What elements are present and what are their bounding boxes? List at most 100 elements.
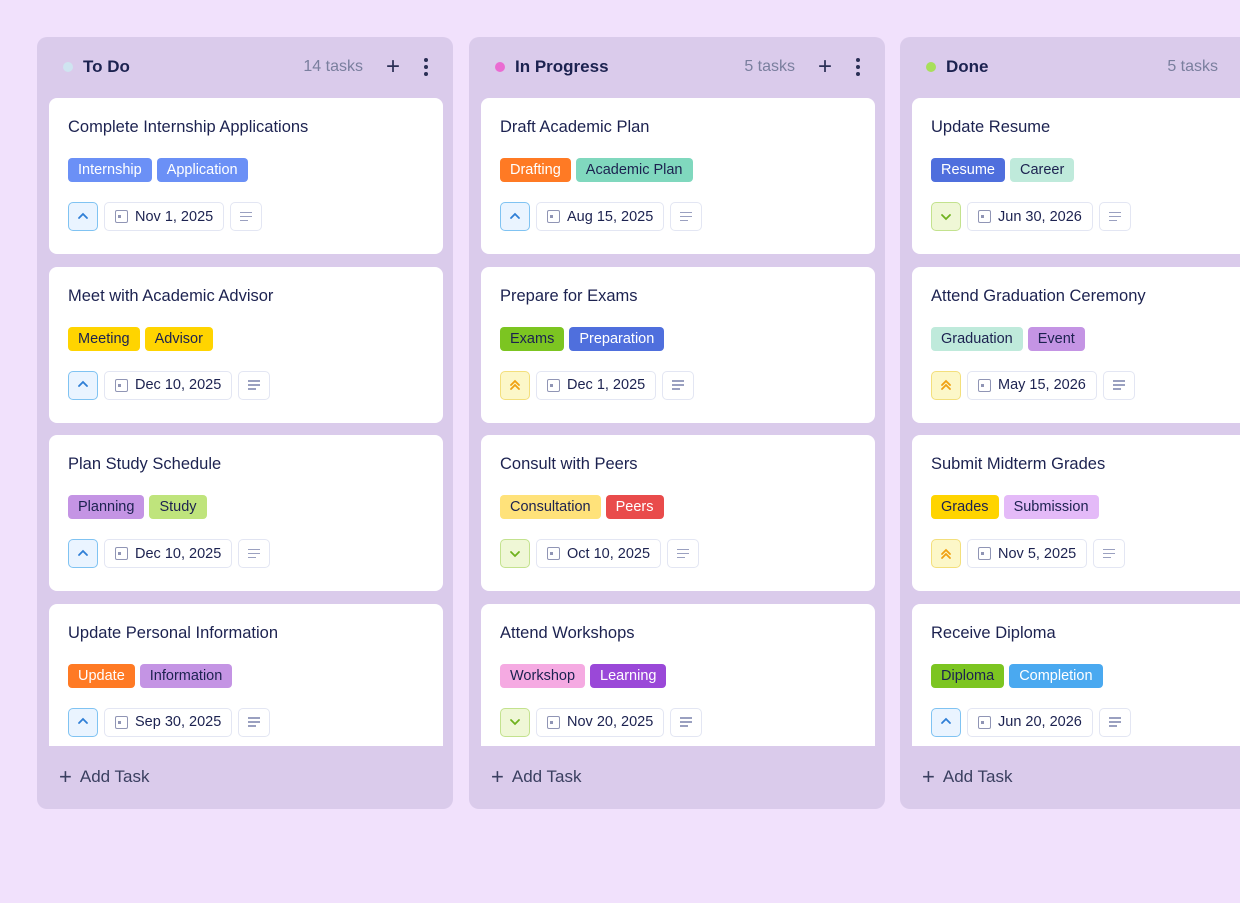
card-list[interactable]: Complete Internship Applications Interns… [49, 98, 443, 746]
tag-list: Update Information [68, 663, 424, 688]
task-card[interactable]: Prepare for Exams Exams Preparation Dec 1… [481, 266, 875, 423]
card-list[interactable]: Update Resume Resume Career Jun 30, 2026 … [912, 98, 1240, 746]
column-title: In Progress [515, 57, 609, 76]
calendar-icon [115, 715, 128, 729]
add-task-button[interactable]: + Add Task [37, 745, 453, 809]
chevron-up-icon[interactable] [500, 202, 530, 231]
add-task-button[interactable]: + Add Task [469, 745, 885, 809]
description-icon[interactable] [1093, 539, 1126, 568]
calendar-icon [547, 715, 560, 729]
task-title: Complete Internship Applications [68, 118, 309, 136]
due-date[interactable]: May 15, 2026 [967, 370, 1097, 400]
double-chevron-up-icon[interactable] [931, 370, 961, 400]
due-date[interactable]: Jun 30, 2026 [967, 202, 1093, 231]
due-date-text: Oct 10, 2025 [567, 545, 651, 562]
plus-icon: + [491, 764, 504, 789]
due-date[interactable]: Oct 10, 2025 [536, 539, 662, 568]
tag: Graduation [931, 326, 1023, 351]
task-title: Plan Study Schedule [68, 455, 222, 473]
column-title: To Do [83, 57, 130, 76]
description-icon[interactable] [1098, 202, 1131, 231]
calendar-icon [547, 210, 560, 223]
more-options-icon[interactable] [855, 58, 861, 76]
double-chevron-up-icon[interactable] [500, 370, 530, 400]
due-date[interactable]: Dec 1, 2025 [536, 370, 657, 400]
due-date-text: Aug 15, 2025 [567, 208, 654, 225]
column-in-progress: In Progress 5 tasks + Draft Academic Plan… [469, 37, 885, 809]
calendar-icon [547, 378, 560, 392]
description-icon[interactable] [662, 370, 695, 400]
calendar-icon [115, 547, 128, 560]
due-date[interactable]: Nov 1, 2025 [104, 202, 225, 231]
column-done: Done 5 tasks Update Resume Resume Career … [900, 37, 1240, 809]
tag: Information [139, 663, 233, 688]
task-card[interactable]: Complete Internship Applications Interns… [49, 98, 443, 254]
chevron-up-icon[interactable] [68, 539, 98, 568]
due-date-text: Nov 5, 2025 [998, 545, 1077, 562]
task-card[interactable]: Draft Academic Plan Drafting Academic Pla… [481, 98, 875, 254]
description-icon[interactable] [238, 539, 271, 568]
description-icon[interactable] [670, 202, 703, 231]
add-task-label: Add Task [511, 767, 582, 786]
calendar-icon [978, 715, 991, 729]
add-icon[interactable]: + [385, 53, 400, 80]
due-date-text: May 15, 2026 [998, 377, 1086, 393]
column-title: Done [946, 57, 989, 76]
tag: Planning [68, 495, 145, 519]
chevron-up-icon[interactable] [68, 707, 98, 737]
task-card[interactable]: Attend Graduation Ceremony Graduation Eve… [912, 266, 1240, 423]
calendar-icon [978, 547, 991, 560]
add-task-label: Add Task [942, 767, 1013, 786]
status-dot [926, 62, 936, 72]
chevron-down-icon[interactable] [500, 539, 530, 568]
due-date-text: Jun 20, 2026 [998, 714, 1082, 730]
card-list[interactable]: Draft Academic Plan Drafting Academic Pla… [481, 98, 875, 746]
task-count: 5 tasks [744, 58, 795, 75]
description-icon[interactable] [667, 539, 700, 568]
chevron-up-icon[interactable] [931, 707, 961, 737]
tag-list: Consultation Peers [500, 495, 856, 519]
status-dot [495, 62, 505, 72]
task-card[interactable]: Attend Workshops Workshop Learning Nov 20… [481, 603, 875, 746]
task-title: Update Personal Information [68, 623, 279, 642]
description-icon[interactable] [230, 202, 263, 231]
double-chevron-up-icon[interactable] [931, 539, 961, 568]
task-card[interactable]: Consult with Peers Consultation Peers Oct… [481, 435, 875, 591]
due-date[interactable]: Jun 20, 2026 [967, 707, 1093, 737]
due-date[interactable]: Dec 10, 2025 [104, 370, 233, 400]
due-date-text: Jun 30, 2026 [998, 208, 1082, 225]
due-date[interactable]: Nov 20, 2025 [536, 707, 665, 737]
chevron-up-icon[interactable] [68, 202, 98, 231]
task-card[interactable]: Plan Study Schedule Planning Study Dec 10… [49, 435, 443, 591]
due-date[interactable]: Sep 30, 2025 [104, 707, 233, 737]
calendar-icon [115, 378, 128, 392]
description-icon[interactable] [1098, 707, 1131, 737]
chevron-up-icon[interactable] [68, 370, 98, 400]
chevron-down-icon[interactable] [500, 707, 530, 737]
tag: Peers [605, 495, 664, 519]
add-task-button[interactable]: + Add Task [900, 745, 1240, 809]
tag: Consultation [500, 495, 601, 519]
task-card[interactable]: Receive Diploma Diploma Completion Jun 20… [912, 603, 1240, 746]
tag: Event [1027, 326, 1085, 351]
task-card[interactable]: Update Resume Resume Career Jun 30, 2026 [912, 98, 1240, 254]
tag: Preparation [569, 326, 665, 351]
chevron-down-icon[interactable] [931, 202, 961, 231]
more-options-icon[interactable] [423, 58, 429, 76]
add-icon[interactable]: + [817, 53, 832, 80]
due-date[interactable]: Dec 10, 2025 [104, 539, 233, 568]
description-icon[interactable] [238, 707, 271, 737]
description-icon[interactable] [670, 707, 703, 737]
task-card[interactable]: Meet with Academic Advisor Meeting Adviso… [49, 266, 443, 423]
task-card[interactable]: Update Personal Information Update Inform… [49, 603, 443, 746]
tag: Drafting [500, 158, 571, 182]
due-date[interactable]: Aug 15, 2025 [536, 202, 665, 231]
task-title: Submit Midterm Grades [931, 455, 1106, 473]
status-dot [63, 62, 73, 72]
due-date[interactable]: Nov 5, 2025 [967, 539, 1088, 568]
description-icon[interactable] [238, 370, 271, 400]
task-title: Update Resume [931, 118, 1051, 136]
calendar-icon [115, 210, 128, 223]
description-icon[interactable] [1102, 370, 1135, 400]
task-card[interactable]: Submit Midterm Grades Grades Submission N… [912, 435, 1240, 591]
